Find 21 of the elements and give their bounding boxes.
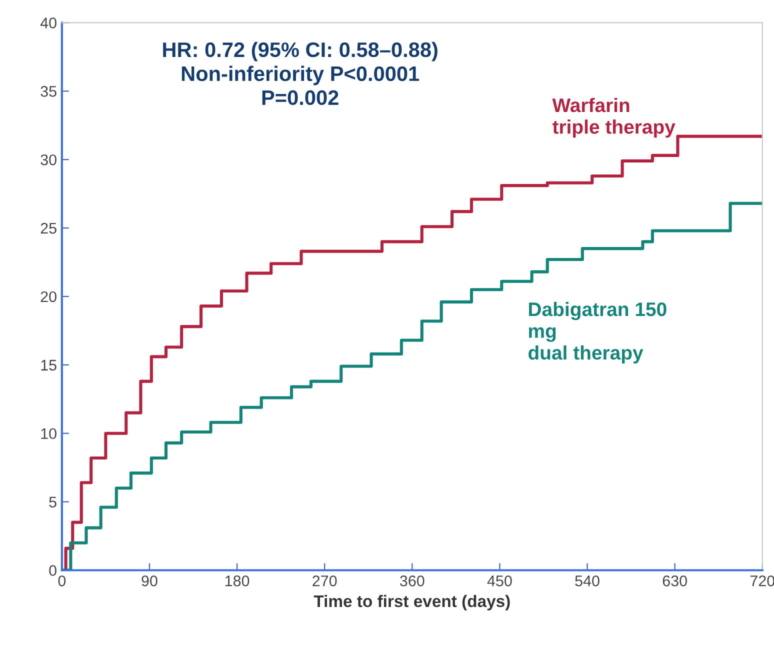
y-tick-label: 25 [40,222,56,234]
series-label: Warfarin triple therapy [552,98,676,138]
x-tick-label: 90 [142,576,158,586]
y-tick-label: 15 [41,360,56,371]
y-tick-label: 35 [40,86,56,97]
y-tick-label: 40 [40,18,56,28]
x-axis-title: Time to first event (days) [314,594,510,610]
x-tick-label: 270 [312,576,337,586]
x-tick-label: 450 [487,576,512,586]
y-tick-label: 30 [40,154,56,166]
x-tick-label: 0 [58,576,66,586]
y-tick-label: 10 [41,428,56,440]
x-tick-label: 630 [662,576,687,586]
y-tick-label: 20 [40,291,56,302]
y-tick-label: 0 [49,565,56,576]
x-tick-label: 540 [575,576,600,586]
y-tick-label: 5 [49,496,56,508]
series-label: Dabigatran 150 mg dual therapy [528,302,666,364]
x-tick-label: 360 [400,576,424,586]
annotation: HR: 0.72 (95% CI: 0.58–0.88) Non-inferiority P<0.0001 P=0.002 [163,42,438,106]
x-tick-label: 180 [225,576,250,586]
